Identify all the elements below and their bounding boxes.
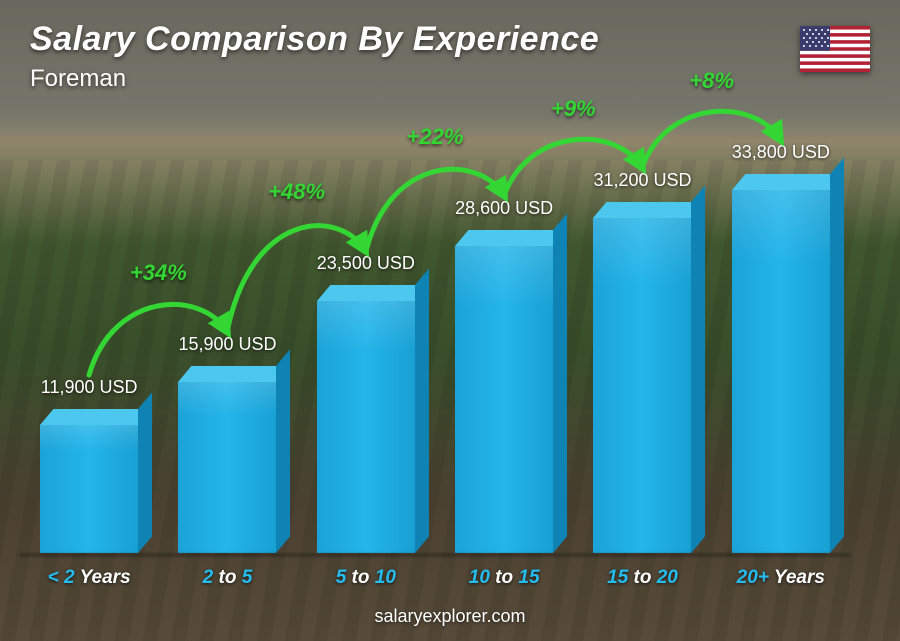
bar-category-label: 2 to 5 bbox=[203, 567, 253, 589]
flag-icon bbox=[800, 26, 870, 72]
bar-wrap: 15,900 USD2 to 5 bbox=[158, 120, 296, 553]
bar: 33,800 USD20+ Years bbox=[732, 190, 830, 553]
bar-front-face bbox=[40, 425, 138, 553]
bar-top-face bbox=[593, 202, 704, 218]
title-block: Salary Comparison By Experience Foreman bbox=[30, 20, 599, 93]
bar-wrap: 23,500 USD5 to 10 bbox=[297, 120, 435, 553]
bar-wrap: 28,600 USD10 to 15 bbox=[435, 120, 573, 553]
bar-side-face bbox=[415, 268, 429, 553]
bar-value-label: 15,900 USD bbox=[178, 334, 276, 355]
bar-wrap: 31,200 USD15 to 20 bbox=[573, 120, 711, 553]
bar-category-label: < 2 Years bbox=[48, 567, 131, 589]
bar-front-face bbox=[593, 218, 691, 553]
bar-category-label: 15 to 20 bbox=[607, 567, 678, 589]
bar-wrap: 11,900 USD< 2 Years bbox=[20, 120, 158, 553]
bar-side-face bbox=[138, 392, 152, 553]
bar-wrap: 33,800 USD20+ Years bbox=[712, 120, 850, 553]
bar: 28,600 USD10 to 15 bbox=[455, 246, 553, 553]
chart-subtitle: Foreman bbox=[30, 65, 599, 93]
bar-value-label: 31,200 USD bbox=[593, 170, 691, 191]
bar-top-face bbox=[317, 285, 428, 301]
bar-value-label: 23,500 USD bbox=[317, 253, 415, 274]
bar-chart: 11,900 USD< 2 Years 15,900 USD2 to 5 23,50… bbox=[20, 120, 850, 553]
bar-front-face bbox=[732, 190, 830, 553]
bar-category-label: 20+ Years bbox=[737, 567, 825, 589]
bar-top-face bbox=[455, 230, 566, 246]
bar-value-label: 11,900 USD bbox=[41, 377, 138, 398]
bar: 15,900 USD2 to 5 bbox=[178, 382, 276, 553]
bar-value-label: 28,600 USD bbox=[455, 198, 553, 219]
bar-front-face bbox=[317, 301, 415, 553]
bar-top-face bbox=[178, 366, 289, 382]
bar-side-face bbox=[830, 157, 844, 553]
bar-front-face bbox=[178, 382, 276, 553]
bar-top-face bbox=[40, 409, 151, 425]
increase-pct-label: +9% bbox=[551, 96, 596, 122]
bar-side-face bbox=[691, 185, 705, 553]
bars-container: 11,900 USD< 2 Years 15,900 USD2 to 5 23,50… bbox=[20, 120, 850, 553]
bar-front-face bbox=[455, 246, 553, 553]
bar-category-label: 10 to 15 bbox=[469, 567, 540, 589]
bar-side-face bbox=[553, 213, 567, 553]
bar: 31,200 USD15 to 20 bbox=[593, 218, 691, 553]
bar-side-face bbox=[276, 349, 290, 553]
bar-value-label: 33,800 USD bbox=[732, 142, 830, 163]
footer-attribution: salaryexplorer.com bbox=[0, 606, 900, 627]
chart-baseline bbox=[20, 553, 850, 557]
chart-stage: Salary Comparison By Experience Foreman … bbox=[0, 0, 900, 641]
bar-top-face bbox=[732, 174, 843, 190]
bar: 23,500 USD5 to 10 bbox=[317, 301, 415, 553]
chart-title: Salary Comparison By Experience bbox=[30, 20, 599, 59]
bar-category-label: 5 to 10 bbox=[336, 567, 396, 589]
increase-pct-label: +8% bbox=[689, 68, 734, 94]
bar: 11,900 USD< 2 Years bbox=[40, 425, 138, 553]
